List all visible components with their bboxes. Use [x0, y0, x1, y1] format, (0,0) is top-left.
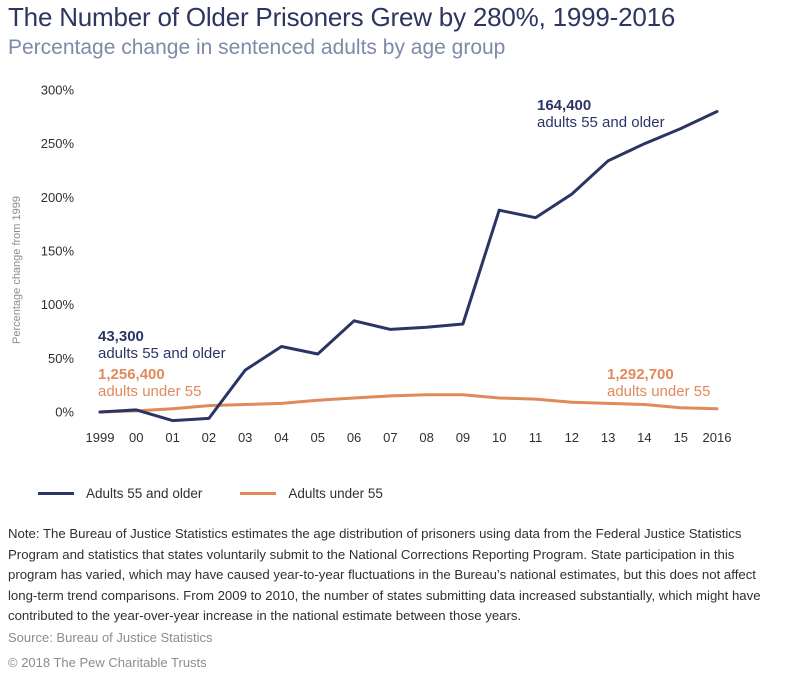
- y-tick-label: 200%: [41, 190, 75, 205]
- chart-copyright: © 2018 The Pew Charitable Trusts: [8, 655, 207, 670]
- annotation-number: 1,256,400: [98, 366, 165, 383]
- x-tick-label: 11: [529, 430, 543, 445]
- x-tick-label: 05: [311, 430, 325, 445]
- chart-source: Source: Bureau of Justice Statistics: [8, 630, 213, 645]
- y-tick-label: 50%: [48, 351, 74, 366]
- annotation-number: 164,400: [537, 97, 591, 114]
- y-tick-label: 150%: [41, 244, 75, 259]
- x-tick-label: 12: [565, 430, 579, 445]
- x-tick-label: 00: [129, 430, 143, 445]
- annotation-label: adults under 55: [98, 383, 201, 400]
- chart-title: The Number of Older Prisoners Grew by 28…: [8, 2, 676, 32]
- legend-label-under: Adults under 55: [288, 486, 383, 501]
- legend-swatch-under: [240, 492, 277, 495]
- y-axis-label: Percentage change from 1999: [11, 196, 23, 344]
- y-tick-label: 250%: [41, 136, 75, 151]
- x-tick-label: 1999: [86, 430, 115, 445]
- chart-subtitle: Percentage change in sentenced adults by…: [8, 36, 506, 59]
- annotation-label: adults 55 and older: [98, 345, 226, 362]
- x-tick-label: 08: [419, 430, 433, 445]
- x-tick-label: 04: [274, 430, 288, 445]
- series-line-under: [98, 393, 719, 414]
- legend-label-older: Adults 55 and older: [86, 486, 203, 501]
- x-tick-label: 2016: [703, 430, 732, 445]
- x-tick-label: 02: [202, 430, 216, 445]
- chart-note: Note: The Bureau of Justice Statistics e…: [8, 526, 761, 623]
- x-tick-label: 01: [165, 430, 179, 445]
- annotation-label: adults under 55: [607, 383, 710, 400]
- chart-legend: Adults 55 and older Adults under 55: [38, 486, 421, 501]
- x-tick-label: 10: [492, 430, 506, 445]
- x-tick-label: 06: [347, 430, 361, 445]
- line-chart: Percentage change from 1999 0%50%100%150…: [11, 83, 732, 446]
- x-tick-label: 13: [601, 430, 615, 445]
- legend-item-under: Adults under 55: [240, 486, 383, 501]
- series-line-older: [98, 110, 719, 423]
- x-tick-label: 09: [456, 430, 470, 445]
- y-tick-label: 0%: [55, 405, 74, 420]
- legend-item-older: Adults 55 and older: [38, 486, 202, 501]
- x-tick-label: 07: [383, 430, 397, 445]
- annotation-label: adults 55 and older: [537, 114, 665, 131]
- x-tick-label: 14: [637, 430, 651, 445]
- annotation-number: 1,292,700: [607, 366, 674, 383]
- annotation-number: 43,300: [98, 328, 144, 345]
- x-tick-label: 03: [238, 430, 252, 445]
- x-tick-label: 15: [673, 430, 687, 445]
- y-tick-label: 300%: [41, 83, 75, 98]
- legend-swatch-older: [38, 492, 74, 495]
- y-tick-label: 100%: [41, 297, 75, 312]
